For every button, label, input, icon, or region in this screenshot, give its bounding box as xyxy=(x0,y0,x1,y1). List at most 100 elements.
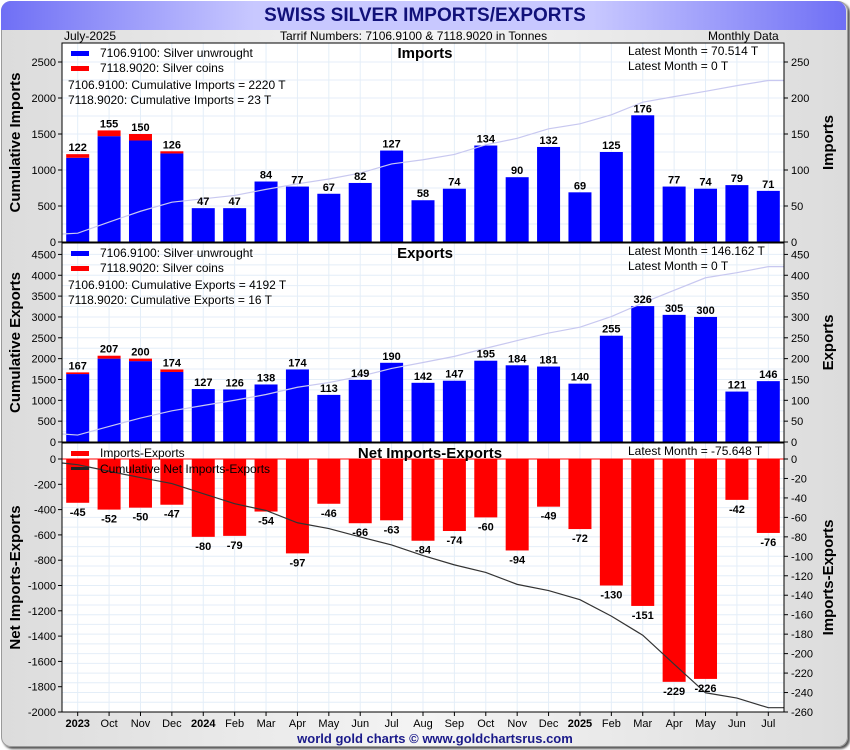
imports-plot-border xyxy=(61,42,785,243)
exports-legend-label: 7106.9100: Silver unwrought xyxy=(100,246,253,260)
net-right-tick-label: -160 xyxy=(791,610,813,622)
net-left-tick-label: 0 xyxy=(50,454,56,466)
exports-left-tick-label: 0 xyxy=(50,437,56,449)
x-tick-label: Feb xyxy=(602,718,621,730)
exports-legend-label: 7118.9020: Silver coins xyxy=(100,261,224,275)
x-tick-label: Jun xyxy=(728,718,746,730)
imports-bar-label: 132 xyxy=(539,135,557,147)
exports-bar-label: 305 xyxy=(665,303,683,315)
net-left-tick-label: -200 xyxy=(34,479,56,491)
net-bar-label: -42 xyxy=(729,504,745,516)
x-tick-label: 2024 xyxy=(191,718,216,730)
net-bar-label: -229 xyxy=(663,686,685,698)
exports-left-tick-label: 500 xyxy=(38,416,56,428)
exports-left-tick-label: 1000 xyxy=(32,395,56,407)
imports-bar-unwrought xyxy=(599,152,623,242)
net-bar-label: -94 xyxy=(509,554,526,566)
exports-bar-unwrought xyxy=(725,391,749,442)
footer-credit: world gold charts © www.goldchartsrus.co… xyxy=(297,731,573,746)
imports-left-tick-label: 1500 xyxy=(32,129,56,141)
net-bar-label: -84 xyxy=(415,545,432,557)
imports-bar-label: 47 xyxy=(197,196,209,208)
net-bar xyxy=(223,459,247,536)
imports-bar-label: 58 xyxy=(417,188,429,200)
x-tick-label: Jul xyxy=(385,718,399,730)
x-tick-label: 2023 xyxy=(65,718,89,730)
exports-bar-label: 190 xyxy=(382,351,400,363)
exports-right-tick-label: 450 xyxy=(791,249,809,261)
imports-latest-month-coins: Latest Month = 0 T xyxy=(628,59,729,73)
exports-right-tick-label: 0 xyxy=(791,437,797,449)
net-right-tick-label: -200 xyxy=(791,649,813,661)
title-bar xyxy=(1,1,846,30)
imports-bar-unwrought xyxy=(285,186,309,242)
exports-bar-label: 174 xyxy=(163,357,182,369)
net-bar-label: -130 xyxy=(600,590,622,602)
net-bar-label: -46 xyxy=(321,508,337,520)
imports-bar-label: 126 xyxy=(163,139,181,151)
exports-panel-title: Exports xyxy=(397,245,453,262)
imports-bar-label: 74 xyxy=(699,177,712,189)
imports-bar-label: 155 xyxy=(100,118,118,130)
imports-bar-unwrought xyxy=(348,182,372,242)
net-bar-label: -63 xyxy=(384,524,400,536)
net-bar xyxy=(128,459,152,508)
x-tick-label: Sep xyxy=(445,718,465,730)
x-tick-label: Nov xyxy=(507,718,527,730)
exports-left-tick-label: 2000 xyxy=(32,354,56,366)
imports-bar-label: 79 xyxy=(731,173,743,185)
imports-bar-label: 77 xyxy=(291,175,303,187)
net-bar xyxy=(631,459,655,606)
net-left-axis-title: Net Imports-Exports xyxy=(7,505,24,649)
exports-bar-unwrought xyxy=(505,365,529,442)
exports-bar-unwrought xyxy=(380,362,404,442)
exports-right-tick-label: 250 xyxy=(791,333,809,345)
net-right-tick-label: 0 xyxy=(791,454,797,466)
exports-bar-unwrought xyxy=(128,361,152,442)
exports-bar-coins xyxy=(128,358,152,362)
imports-right-tick-label: 150 xyxy=(791,129,809,141)
x-tick-label: Nov xyxy=(131,718,151,730)
imports-legend-label: 7118.9020: Silver coins xyxy=(100,61,224,75)
exports-bar-label: 113 xyxy=(320,383,338,395)
exports-bar-label: 138 xyxy=(257,372,275,384)
imports-right-tick-label: 0 xyxy=(791,237,797,249)
exports-bar-label: 167 xyxy=(69,360,87,372)
exports-left-tick-label: 3500 xyxy=(32,291,56,303)
exports-bar-label: 200 xyxy=(131,347,149,359)
imports-right-tick-label: 200 xyxy=(791,93,809,105)
imports-bar-label: 125 xyxy=(602,140,620,152)
exports-right-tick-label: 150 xyxy=(791,374,809,386)
x-tick-label: Dec xyxy=(539,718,559,730)
exports-bar-label: 121 xyxy=(728,380,746,392)
imports-bar-label: 67 xyxy=(323,182,335,194)
net-left-tick-label: -800 xyxy=(34,555,56,567)
exports-bar-label: 255 xyxy=(602,324,620,336)
exports-left-axis-title: Cumulative Exports xyxy=(7,272,24,413)
exports-bar-label: 326 xyxy=(634,294,652,306)
net-left-tick-label: -600 xyxy=(34,530,56,542)
net-left-tick-label: -400 xyxy=(34,505,56,517)
imports-bar-unwrought xyxy=(160,153,184,242)
x-tick-label: Mar xyxy=(257,718,276,730)
x-tick-label: Dec xyxy=(162,718,182,730)
x-tick-label: 2025 xyxy=(568,718,592,730)
imports-left-tick-label: 0 xyxy=(50,237,56,249)
x-tick-label: May xyxy=(318,718,339,730)
net-cumulative-line xyxy=(61,462,784,709)
net-right-tick-label: -240 xyxy=(791,688,813,700)
x-tick-label: Aug xyxy=(413,718,433,730)
imports-cumulative-line xyxy=(61,79,784,235)
exports-right-tick-label: 50 xyxy=(791,416,803,428)
exports-bar-unwrought xyxy=(97,358,121,442)
exports-bar-unwrought xyxy=(537,366,561,442)
net-bar xyxy=(285,459,309,554)
exports-cumulative-line xyxy=(61,266,784,436)
net-bar-label: -47 xyxy=(164,509,180,521)
net-bar xyxy=(66,459,90,503)
exports-bar-unwrought xyxy=(285,369,309,442)
net-bar xyxy=(474,459,498,518)
imports-right-tick-label: 250 xyxy=(791,57,809,69)
net-bar-label: -74 xyxy=(446,535,463,547)
imports-bar-coins xyxy=(66,154,90,158)
